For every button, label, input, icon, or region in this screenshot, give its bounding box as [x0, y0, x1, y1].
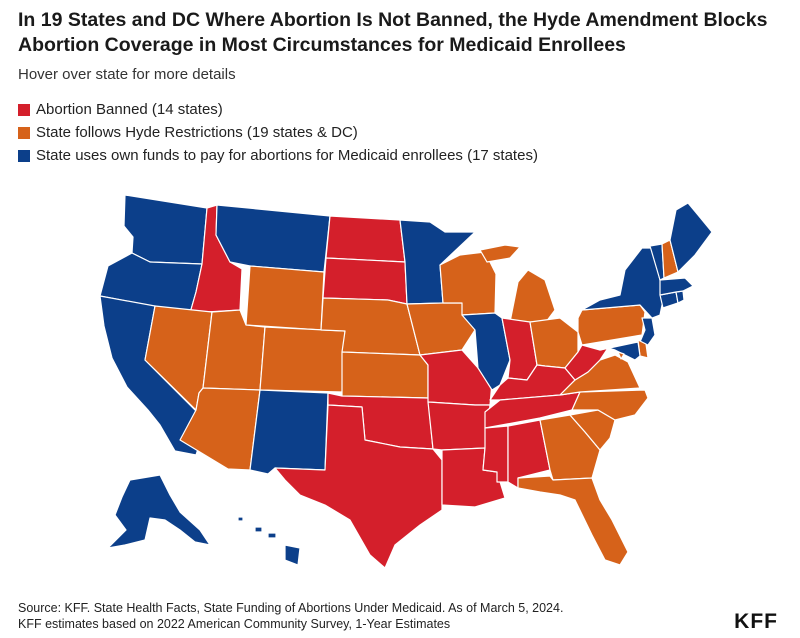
title-line-2: Abortion Coverage in Most Circumstances …	[18, 34, 626, 56]
legend-label-banned: Abortion Banned (14 states)	[36, 101, 223, 118]
legend-label-hyde: State follows Hyde Restrictions (19 stat…	[36, 124, 358, 141]
state-FL[interactable]	[517, 475, 629, 566]
title-line-1: In 19 States and DC Where Abortion Is No…	[18, 9, 768, 31]
legend-swatch-banned	[18, 103, 30, 116]
hover-instruction: Hover over state for more details	[18, 66, 236, 83]
state-ME[interactable]	[669, 202, 713, 273]
source-line-2: KFF estimates based on 2022 American Com…	[18, 617, 451, 631]
state-HI[interactable]	[237, 516, 301, 566]
state-NM[interactable]	[249, 389, 329, 475]
legend-item-banned: Abortion Banned (14 states)	[18, 98, 538, 121]
legend: Abortion Banned (14 states) State follow…	[18, 98, 538, 167]
source-line-1: Source: KFF. State Health Facts, State F…	[18, 601, 564, 615]
state-NJ[interactable]	[639, 317, 656, 346]
legend-item-own-funds: State uses own funds to pay for abortion…	[18, 144, 538, 167]
state-AK[interactable]	[107, 474, 211, 549]
state-AR[interactable]	[427, 401, 491, 451]
kff-logo: KFF	[734, 610, 778, 633]
state-TX[interactable]	[274, 404, 443, 569]
chart-title: In 19 States and DC Where Abortion Is No…	[18, 8, 788, 58]
state-ND[interactable]	[325, 215, 406, 263]
state-KS[interactable]	[341, 351, 429, 399]
us-state-map	[99, 194, 713, 569]
state-WA[interactable]	[123, 194, 208, 265]
state-WY[interactable]	[245, 265, 325, 331]
state-MD[interactable]	[599, 341, 641, 361]
legend-label-own-funds: State uses own funds to pay for abortion…	[36, 147, 538, 164]
source-note: Source: KFF. State Health Facts, State F…	[18, 600, 563, 632]
legend-swatch-own-funds	[18, 149, 30, 162]
state-MT[interactable]	[215, 204, 331, 273]
legend-item-hyde: State follows Hyde Restrictions (19 stat…	[18, 121, 538, 144]
state-PA[interactable]	[577, 304, 646, 346]
state-DC[interactable]	[617, 351, 625, 360]
state-RI[interactable]	[675, 290, 685, 304]
state-CO[interactable]	[259, 326, 346, 393]
state-SD[interactable]	[322, 257, 408, 305]
legend-swatch-hyde	[18, 126, 30, 139]
state-MA[interactable]	[659, 277, 694, 296]
